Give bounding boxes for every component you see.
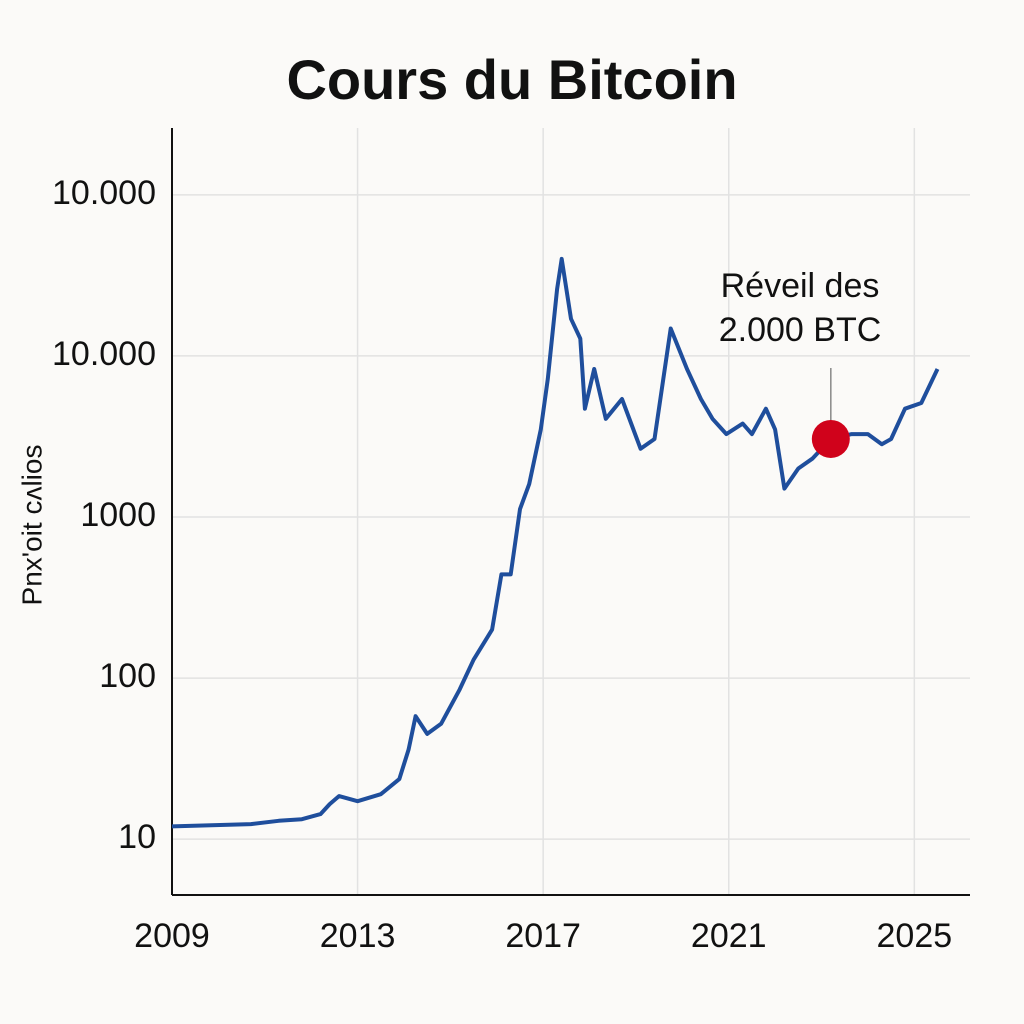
x-tick-label: 2009 — [134, 917, 210, 955]
x-tick-label: 2025 — [877, 917, 953, 955]
y-tick-label: 1000 — [80, 496, 156, 534]
x-tick-label: 2017 — [505, 917, 581, 955]
x-tick-label: 2021 — [691, 917, 767, 955]
y-tick-label: 100 — [99, 657, 156, 695]
annotation-text: Réveil des — [721, 267, 880, 305]
x-tick-label: 2013 — [320, 917, 396, 955]
y-tick-label: 10.000 — [52, 335, 156, 373]
y-tick-label: 10.000 — [52, 174, 156, 212]
annotation-marker — [811, 419, 850, 458]
price-line — [171, 256, 940, 829]
y-axis-label: Pnx'oit cʌlios — [16, 445, 47, 606]
annotation-text: 2.000 BTC — [719, 311, 882, 349]
chart-title: Cours du Bitcoin — [286, 48, 737, 111]
y-tick-label: 10 — [118, 818, 156, 856]
